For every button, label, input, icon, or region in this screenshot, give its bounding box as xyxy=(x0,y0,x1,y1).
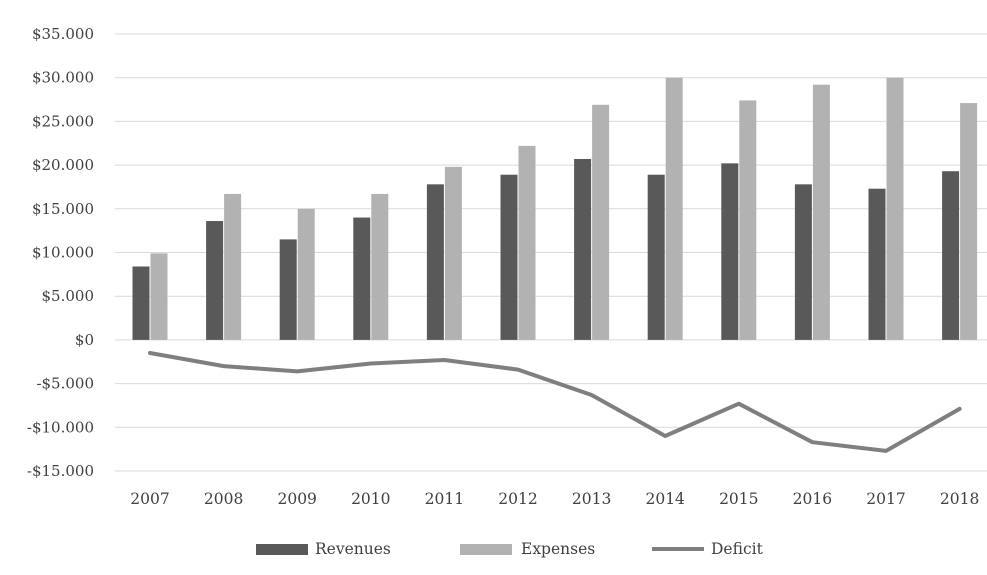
legend-swatch xyxy=(460,544,512,555)
y-tick-label: -$10.000 xyxy=(27,418,94,436)
expense-bar xyxy=(592,105,609,340)
x-tick-label: 2013 xyxy=(572,490,611,508)
revenue-bar xyxy=(721,163,738,340)
y-tick-label: -$15.000 xyxy=(27,462,94,480)
expense-bar xyxy=(445,167,462,340)
revenue-bar xyxy=(648,175,665,340)
y-tick-label: $0 xyxy=(75,331,94,349)
deficit-line-layer xyxy=(150,353,960,451)
y-tick-label: $20.000 xyxy=(32,156,94,174)
x-tick-label: 2015 xyxy=(719,490,758,508)
x-tick-label: 2018 xyxy=(940,490,979,508)
x-tick-label: 2008 xyxy=(204,490,243,508)
legend-label: Deficit xyxy=(711,540,764,558)
revenue-bar xyxy=(353,218,370,340)
expense-bar xyxy=(151,253,168,340)
expense-bar xyxy=(224,194,241,340)
revenue-bar xyxy=(501,175,518,340)
revenue-bar xyxy=(206,221,223,340)
revenue-bar xyxy=(869,189,886,340)
revenue-bar xyxy=(427,184,444,340)
y-tick-label: $15.000 xyxy=(32,200,94,218)
revenue-bar xyxy=(574,159,591,340)
legend-revenues: Revenues xyxy=(256,540,391,558)
legend-label: Revenues xyxy=(315,540,391,558)
revenue-bar xyxy=(280,239,297,340)
expense-bar xyxy=(960,103,977,340)
y-tick-label: $35.000 xyxy=(32,25,94,43)
y-tick-label: $10.000 xyxy=(32,244,94,262)
x-tick-label: 2007 xyxy=(130,490,169,508)
x-tick-label: 2009 xyxy=(277,490,316,508)
x-tick-label: 2010 xyxy=(351,490,390,508)
deficit-line xyxy=(150,353,960,451)
legend: Revenues Expenses Deficit xyxy=(256,540,764,558)
legend-expenses: Expenses xyxy=(460,540,595,558)
legend-label: Expenses xyxy=(521,540,595,558)
revenue-bar xyxy=(133,266,150,339)
revenue-bar xyxy=(942,171,959,340)
y-tick-label: $25.000 xyxy=(32,112,94,130)
x-tick-label: 2011 xyxy=(425,490,464,508)
expense-bar xyxy=(371,194,388,340)
expense-bar xyxy=(298,209,315,340)
revenue-bar xyxy=(795,184,812,340)
x-tick-label: 2016 xyxy=(793,490,832,508)
expense-bar xyxy=(666,78,683,340)
y-tick-label: -$5.000 xyxy=(36,375,94,393)
y-axis-ticks: $35.000 $30.000 $25.000 $20.000 $15.000 $10.0… xyxy=(27,25,94,480)
x-axis-ticks: 2007 2008 2009 2010 2011 2012 2013 2014 2015 2016… xyxy=(130,490,979,508)
expense-bar xyxy=(813,85,830,340)
legend-deficit: Deficit xyxy=(652,540,764,558)
legend-swatch xyxy=(256,544,308,555)
x-tick-label: 2012 xyxy=(498,490,537,508)
gridlines xyxy=(115,34,987,471)
y-tick-label: $5.000 xyxy=(42,287,95,305)
y-tick-label: $30.000 xyxy=(32,69,94,87)
expense-bar xyxy=(887,78,904,340)
expense-bar xyxy=(739,100,756,339)
expense-bar xyxy=(519,146,536,340)
x-tick-label: 2014 xyxy=(645,490,685,508)
x-tick-label: 2017 xyxy=(866,490,905,508)
